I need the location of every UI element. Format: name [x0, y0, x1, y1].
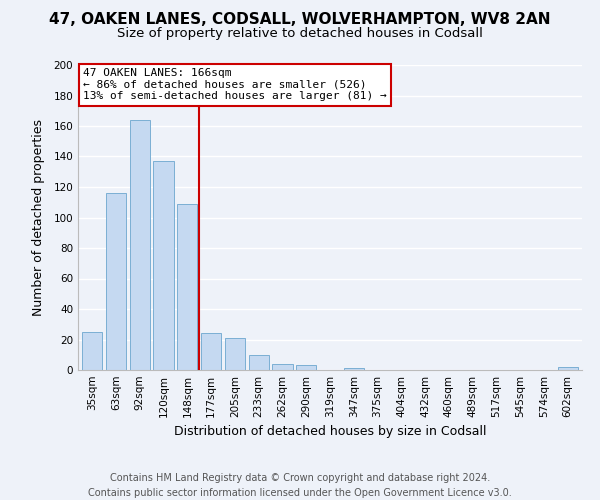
Text: Contains HM Land Registry data © Crown copyright and database right 2024.
Contai: Contains HM Land Registry data © Crown c…	[88, 472, 512, 498]
Bar	[225, 338, 245, 370]
Text: 47, OAKEN LANES, CODSALL, WOLVERHAMPTON, WV8 2AN: 47, OAKEN LANES, CODSALL, WOLVERHAMPTON,…	[49, 12, 551, 28]
Bar	[201, 334, 221, 370]
Bar	[82, 332, 103, 370]
Bar	[557, 367, 578, 370]
Text: Size of property relative to detached houses in Codsall: Size of property relative to detached ho…	[117, 28, 483, 40]
Bar	[296, 366, 316, 370]
Bar	[177, 204, 197, 370]
Bar	[154, 161, 173, 370]
X-axis label: Distribution of detached houses by size in Codsall: Distribution of detached houses by size …	[174, 426, 486, 438]
Bar	[344, 368, 364, 370]
Bar	[248, 355, 269, 370]
Bar	[272, 364, 293, 370]
Y-axis label: Number of detached properties: Number of detached properties	[32, 119, 45, 316]
Text: 47 OAKEN LANES: 166sqm
← 86% of detached houses are smaller (526)
13% of semi-de: 47 OAKEN LANES: 166sqm ← 86% of detached…	[83, 68, 387, 101]
Bar	[130, 120, 150, 370]
Bar	[106, 193, 126, 370]
